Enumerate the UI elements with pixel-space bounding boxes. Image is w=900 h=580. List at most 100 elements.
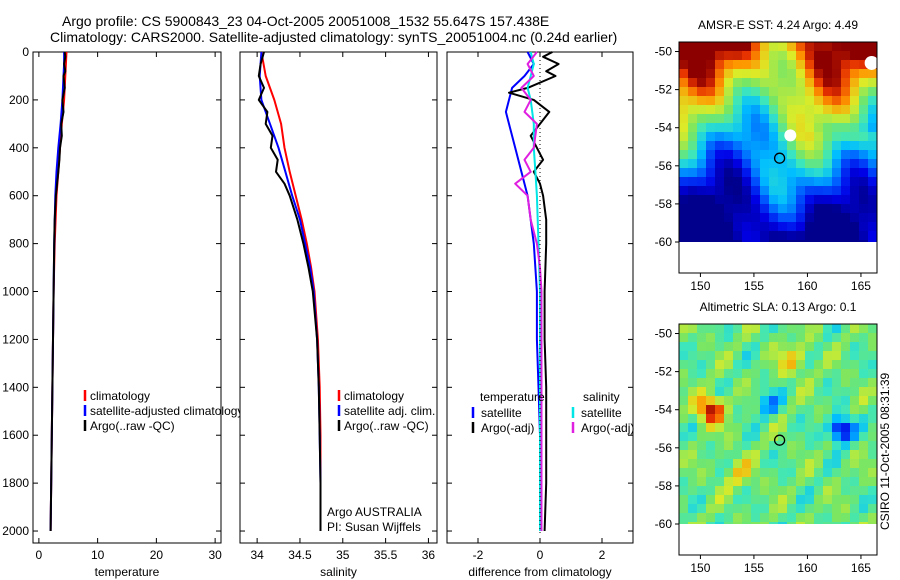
heatmap-cell (850, 69, 860, 79)
heatmap-cell (769, 78, 779, 88)
heatmap-cell (814, 441, 824, 451)
heatmap-cell (706, 60, 716, 70)
heatmap-cell (742, 369, 752, 379)
heatmap-cell (787, 342, 797, 352)
heatmap-cell (724, 51, 734, 61)
heatmap-cell (787, 78, 797, 88)
heatmap-cell (859, 42, 869, 52)
heatmap-cell (805, 222, 815, 232)
heatmap-cell (787, 195, 797, 205)
heatmap-cell (769, 486, 779, 496)
heatmap-cell (733, 504, 743, 514)
heatmap-cell (805, 405, 815, 415)
heatmap-cell (760, 69, 770, 79)
heatmap-cell (715, 513, 725, 523)
heatmap-cell (832, 342, 842, 352)
heatmap-cell (823, 342, 833, 352)
heatmap-cell (742, 387, 752, 397)
heatmap-cell (760, 513, 770, 523)
heatmap-cell (814, 78, 824, 88)
heatmap-cell (751, 222, 761, 232)
heatmap-cell (688, 186, 698, 196)
heatmap-cell (805, 414, 815, 424)
heatmap-cell (733, 60, 743, 70)
heatmap-cell (832, 222, 842, 232)
map-title: Altimetric SLA: 0.13 Argo: 0.1 (700, 300, 857, 314)
heatmap-cell (715, 441, 725, 451)
heatmap-cell (760, 414, 770, 424)
heatmap-cell (697, 360, 707, 370)
heatmap-cell (778, 240, 788, 242)
heatmap-cell (823, 459, 833, 469)
annotation-text: PI: Susan Wijffels (327, 520, 421, 534)
heatmap-cell (679, 333, 689, 343)
heatmap-cell (868, 369, 877, 379)
heatmap-cell (688, 396, 698, 406)
heatmap-cell (742, 522, 752, 524)
heatmap-cell (868, 69, 877, 79)
heatmap-cell (733, 477, 743, 487)
heatmap-cell (742, 195, 752, 205)
heatmap-cell (706, 342, 716, 352)
heatmap-cell (787, 405, 797, 415)
heatmap-cell (841, 168, 851, 178)
heatmap-cell (769, 114, 779, 124)
heatmap-cell (760, 423, 770, 433)
heatmap-cell (697, 468, 707, 478)
heatmap-cell (823, 204, 833, 214)
heatmap-cell (733, 522, 743, 524)
heatmap-cell (769, 414, 779, 424)
heatmap-field (679, 324, 877, 524)
heatmap-cell (715, 360, 725, 370)
heatmap-cell (760, 177, 770, 187)
heatmap-cell (841, 222, 851, 232)
heatmap-cell (814, 369, 824, 379)
x-tick-label: -2 (473, 548, 484, 562)
heatmap-cell (688, 360, 698, 370)
heatmap-cell (679, 195, 689, 205)
heatmap-cell (796, 240, 806, 242)
heatmap-cell (715, 432, 725, 442)
heatmap-cell (796, 522, 806, 524)
heatmap-cell (805, 477, 815, 487)
heatmap-cell (778, 522, 788, 524)
heatmap-cell (688, 42, 698, 52)
heatmap-cell (859, 186, 869, 196)
heatmap-cell (823, 324, 833, 334)
heatmap-cell (796, 51, 806, 61)
heatmap-cell (841, 459, 851, 469)
heatmap-cell (688, 168, 698, 178)
heatmap-cell (823, 114, 833, 124)
x-tick-label: 34 (250, 548, 264, 562)
heatmap-cell (751, 396, 761, 406)
heatmap-cell (706, 123, 716, 133)
heatmap-cell (814, 414, 824, 424)
heatmap-cell (805, 204, 815, 214)
heatmap-cell (778, 324, 788, 334)
heatmap-cell (742, 78, 752, 88)
heatmap-cell (778, 342, 788, 352)
heatmap-cell (868, 378, 877, 388)
heatmap-cell (715, 132, 725, 142)
heatmap-cell (697, 240, 707, 242)
heatmap-cell (724, 150, 734, 160)
heatmap-cell (697, 477, 707, 487)
heatmap-cell (679, 459, 689, 469)
figure-title-line-2: Climatology: CARS2000. Satellite-adjuste… (50, 29, 618, 45)
heatmap-cell (832, 42, 842, 52)
heatmap-cell (760, 459, 770, 469)
heatmap-cell (751, 69, 761, 79)
y-tick-label: -52 (655, 83, 673, 97)
heatmap-cell (679, 486, 689, 496)
heatmap-cell (715, 204, 725, 214)
x-tick-label: 35 (336, 548, 350, 562)
heatmap-cell (796, 324, 806, 334)
heatmap-cell (733, 342, 743, 352)
heatmap-cell (742, 441, 752, 451)
x-axis-label: difference from climatology (468, 565, 611, 579)
heatmap-cell (850, 477, 860, 487)
heatmap-cell (697, 342, 707, 352)
y-tick-label: 1600 (2, 428, 29, 442)
heatmap-cell (760, 51, 770, 61)
heatmap-cell (679, 324, 689, 334)
